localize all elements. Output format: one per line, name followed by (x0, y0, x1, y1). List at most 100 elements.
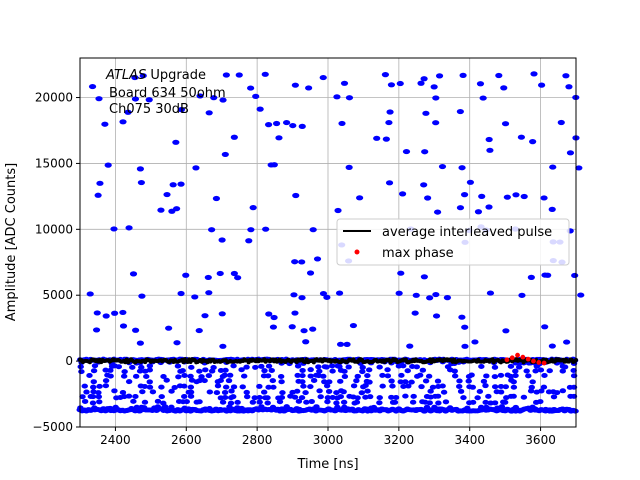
sample-point (275, 135, 283, 141)
sample-point (89, 394, 97, 400)
sample-point (319, 74, 327, 81)
sample-point (181, 393, 188, 399)
sample-point (429, 384, 437, 390)
sample-point (86, 373, 93, 379)
sample-point (128, 406, 135, 412)
sample-point (138, 293, 146, 299)
sample-point (527, 388, 535, 394)
sample-point (90, 379, 97, 385)
sample-point (434, 378, 442, 384)
sample-point (333, 390, 340, 396)
sample-point (316, 368, 323, 374)
sample-point (173, 206, 181, 212)
upgrade-label: Upgrade (146, 68, 206, 83)
sample-point (358, 390, 366, 396)
sample-point (319, 290, 328, 297)
sample-point (540, 195, 548, 201)
y-tick-label: 10000 (35, 222, 73, 236)
sample-point (546, 368, 553, 374)
sample-point (364, 373, 371, 379)
legend: average interleaved pulse max phase (336, 218, 570, 266)
sample-point (402, 379, 409, 385)
sample-point (532, 368, 539, 374)
sample-point (384, 373, 392, 379)
sample-point (81, 398, 89, 404)
sample-point (187, 373, 194, 379)
sample-point (256, 383, 263, 389)
sample-point (553, 390, 561, 396)
sample-point (559, 388, 567, 394)
sample-point (413, 407, 420, 413)
sample-point (177, 181, 185, 187)
sample-point (571, 272, 579, 279)
sample-point (214, 383, 222, 389)
x-tick-label: 3200 (384, 433, 415, 447)
sample-point (79, 394, 86, 400)
sample-point (457, 388, 465, 394)
sample-point (333, 400, 340, 406)
sample-point (283, 404, 290, 410)
sample-point (317, 394, 324, 400)
sample-point (264, 395, 271, 401)
sample-point (154, 398, 162, 404)
sample-point (299, 373, 306, 379)
sample-point (244, 408, 252, 414)
sample-point (456, 205, 465, 211)
sample-point (91, 405, 98, 411)
sample-point (364, 388, 371, 394)
sample-point (442, 399, 450, 405)
sample-point (376, 364, 383, 370)
sample-point (465, 378, 472, 384)
sample-point (230, 270, 238, 277)
sample-point (469, 399, 477, 405)
sample-point (341, 368, 348, 374)
sample-point (90, 384, 97, 390)
max-phase-point (515, 352, 520, 358)
sample-point (292, 192, 300, 199)
sample-point (163, 191, 171, 198)
sample-point (502, 328, 510, 334)
sample-point (561, 364, 569, 370)
sample-point (202, 367, 209, 373)
sample-point (333, 94, 341, 100)
sample-point (405, 383, 412, 389)
sample-point (557, 119, 565, 126)
sample-point (373, 135, 381, 141)
sample-point (299, 379, 306, 385)
sample-point (439, 383, 446, 389)
sample-point (102, 383, 110, 389)
legend-label-max-phase: max phase (382, 246, 454, 261)
sample-point (468, 372, 475, 378)
sample-point (81, 383, 88, 389)
sample-point (388, 394, 395, 400)
y-tick-label: 5000 (42, 288, 73, 302)
sample-point (343, 341, 351, 347)
sample-point (456, 378, 463, 384)
sample-point (540, 384, 548, 390)
sample-point (482, 399, 489, 405)
sample-point (94, 192, 102, 198)
sample-point (459, 72, 467, 78)
sample-point (443, 295, 452, 301)
sample-point (270, 314, 278, 321)
sample-point (404, 368, 411, 374)
sample-point (111, 388, 118, 394)
sample-point (562, 73, 570, 79)
sample-point (187, 393, 195, 399)
sample-point (238, 367, 245, 373)
sample-point (187, 384, 195, 390)
sample-point (370, 407, 378, 413)
sample-point (96, 180, 104, 186)
sample-point (256, 106, 264, 112)
sample-point (212, 195, 221, 202)
sample-point (451, 373, 459, 379)
sample-point (177, 107, 185, 113)
sample-point (191, 294, 199, 300)
sample-point (219, 97, 227, 103)
sample-point (356, 195, 364, 201)
sample-point (174, 363, 182, 369)
sample-point (289, 122, 297, 129)
sample-point (321, 379, 328, 385)
sample-point (228, 388, 235, 394)
sample-point (249, 399, 257, 405)
